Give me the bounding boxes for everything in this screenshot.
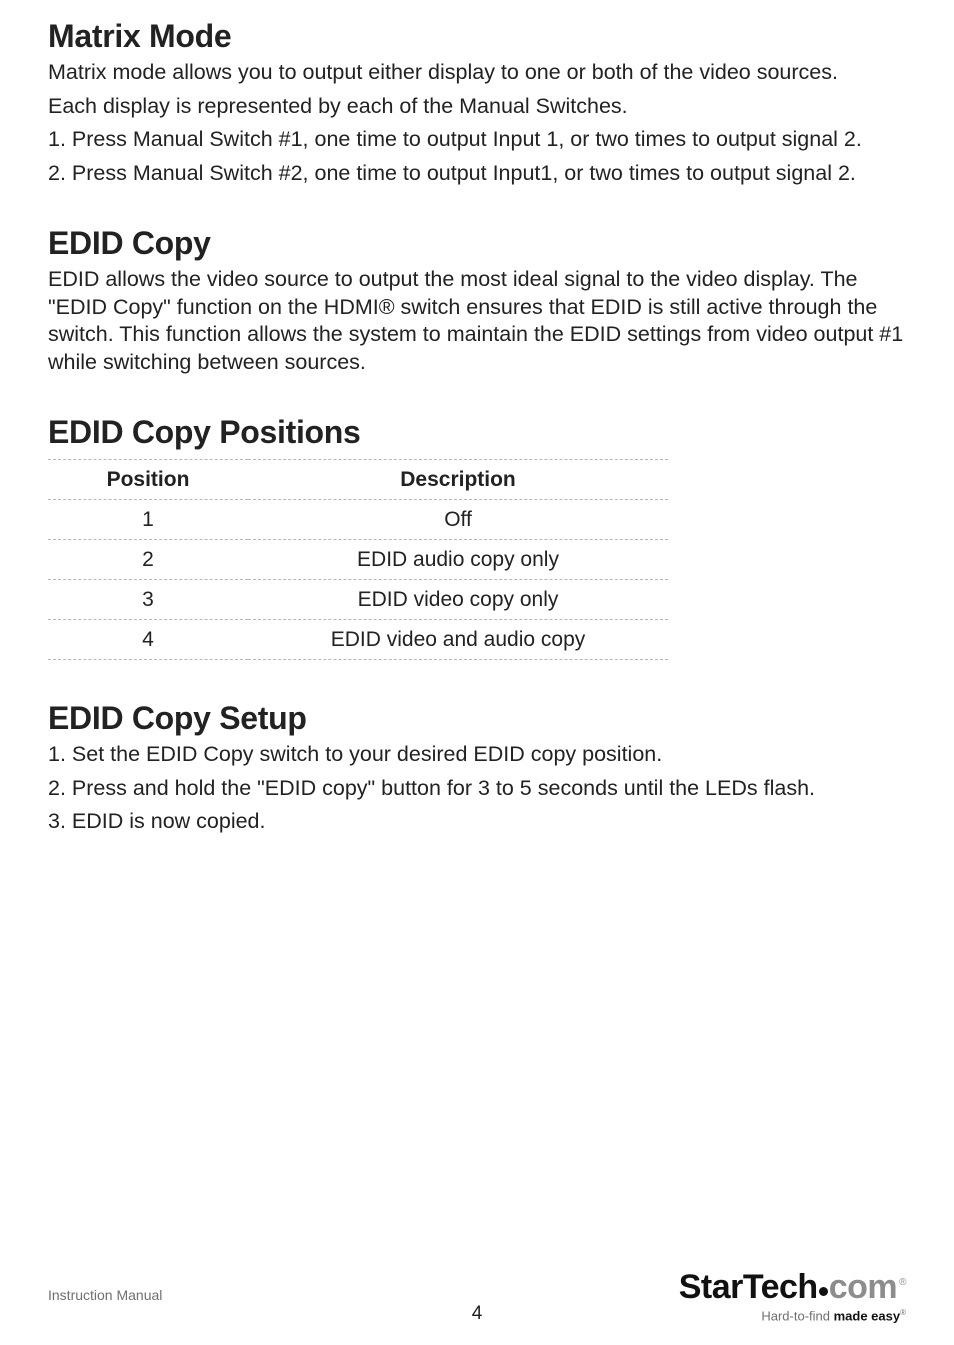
brand-tagline: Hard-to-find made easy® bbox=[679, 1308, 906, 1323]
page-footer: Instruction Manual 4 StarTech com® Hard-t… bbox=[48, 1249, 906, 1329]
matrix-paragraph-1: Matrix mode allows you to output either … bbox=[48, 59, 906, 87]
footer-page-number: 4 bbox=[472, 1303, 483, 1325]
matrix-step-1: 1. Press Manual Switch #1, one time to o… bbox=[48, 126, 906, 154]
table-cell-position: 2 bbox=[48, 540, 248, 580]
matrix-step-2: 2. Press Manual Switch #2, one time to o… bbox=[48, 160, 906, 188]
table-cell-description: EDID video and audio copy bbox=[248, 620, 668, 660]
tagline-bold: made easy bbox=[834, 1308, 901, 1323]
edid-setup-step-3: 3. EDID is now copied. bbox=[48, 808, 906, 836]
registered-icon: ® bbox=[899, 1277, 906, 1288]
table-row: 3 EDID video copy only bbox=[48, 580, 668, 620]
matrix-steps-list: 1. Press Manual Switch #1, one time to o… bbox=[48, 126, 906, 187]
brand-main: StarTech bbox=[679, 1268, 818, 1306]
table-header-description: Description bbox=[248, 460, 668, 500]
table-cell-description: EDID video copy only bbox=[248, 580, 668, 620]
table-row: 1 Off bbox=[48, 500, 668, 540]
table-cell-position: 3 bbox=[48, 580, 248, 620]
edid-setup-step-1: 1. Set the EDID Copy switch to your desi… bbox=[48, 741, 906, 769]
edid-setup-steps-list: 1. Set the EDID Copy switch to your desi… bbox=[48, 741, 906, 836]
table-cell-position: 4 bbox=[48, 620, 248, 660]
brand-wordmark: StarTech com® bbox=[679, 1270, 906, 1304]
heading-edid-setup: EDID Copy Setup bbox=[48, 700, 906, 737]
tagline-prefix: Hard-to-find bbox=[761, 1308, 833, 1323]
heading-edid-copy: EDID Copy bbox=[48, 225, 906, 262]
table-cell-description: Off bbox=[248, 500, 668, 540]
edid-positions-table: Position Description 1 Off 2 EDID audio … bbox=[48, 459, 668, 660]
table-cell-description: EDID audio copy only bbox=[248, 540, 668, 580]
edid-setup-step-2: 2. Press and hold the "EDID copy" button… bbox=[48, 775, 906, 803]
table-row: 4 EDID video and audio copy bbox=[48, 620, 668, 660]
heading-edid-positions: EDID Copy Positions bbox=[48, 414, 906, 451]
brand-com: com bbox=[829, 1268, 897, 1306]
table-header-position: Position bbox=[48, 460, 248, 500]
table-row: 2 EDID audio copy only bbox=[48, 540, 668, 580]
table-cell-position: 1 bbox=[48, 500, 248, 540]
registered-icon: ® bbox=[900, 1308, 906, 1317]
footer-logo: StarTechcom® Hard-to-find made easy® bbox=[679, 1270, 906, 1323]
heading-matrix-mode: Matrix Mode bbox=[48, 18, 906, 55]
edid-copy-paragraph: EDID allows the video source to output t… bbox=[48, 266, 906, 376]
brand-dot-icon bbox=[819, 1287, 828, 1296]
matrix-paragraph-2: Each display is represented by each of t… bbox=[48, 93, 906, 121]
footer-manual-label: Instruction Manual bbox=[48, 1287, 162, 1303]
